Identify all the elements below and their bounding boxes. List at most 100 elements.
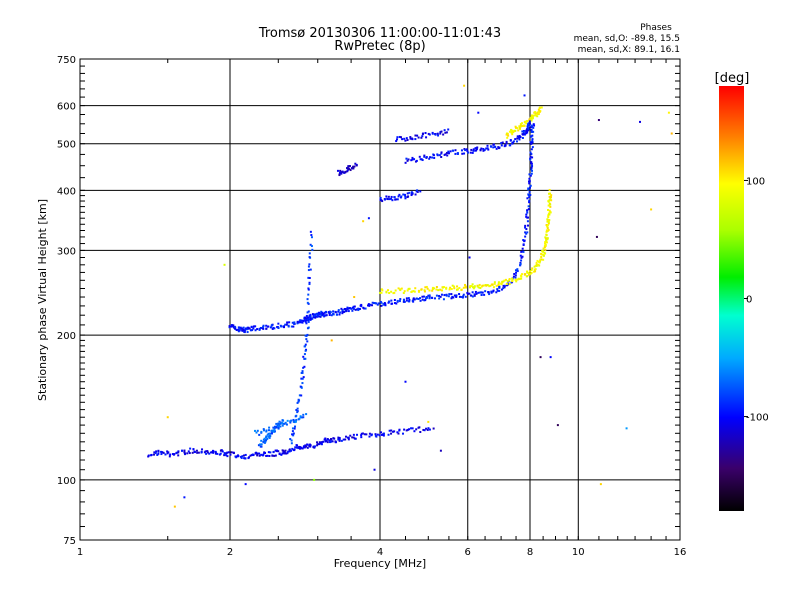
- echo-point: [166, 450, 169, 453]
- echo-point: [324, 437, 327, 440]
- echo-point: [296, 320, 299, 323]
- echo-point: [532, 123, 535, 126]
- echo-point: [440, 156, 443, 159]
- echo-point: [421, 298, 424, 301]
- echo-point: [305, 314, 308, 317]
- echo-point: [514, 129, 517, 132]
- echo-point: [299, 446, 302, 449]
- echo-point: [530, 166, 533, 169]
- echo-point: [177, 450, 180, 453]
- echo-point: [534, 270, 537, 273]
- echo-point: [458, 293, 461, 296]
- echo-point: [313, 478, 316, 481]
- echo-point: [524, 231, 527, 234]
- echo-point: [231, 325, 234, 328]
- echo-point: [189, 447, 192, 450]
- echo-point: [344, 435, 347, 438]
- echo-point: [382, 434, 385, 437]
- echo-point: [547, 229, 550, 232]
- echo-point: [262, 327, 265, 330]
- echo-point: [396, 198, 399, 201]
- echo-point: [313, 446, 316, 449]
- echo-point: [491, 283, 494, 286]
- echo-point: [534, 264, 537, 267]
- echo-point: [544, 243, 547, 246]
- echo-point: [265, 435, 268, 438]
- echo-point: [522, 243, 525, 246]
- echo-point: [308, 276, 311, 279]
- echo-point: [533, 124, 536, 127]
- echo-point: [476, 146, 479, 149]
- echo-point: [500, 144, 503, 147]
- echo-point: [295, 418, 298, 421]
- echo-point: [545, 223, 548, 226]
- echo-point: [388, 300, 391, 303]
- echo-point: [419, 297, 422, 300]
- axis-ticks: [79, 58, 681, 541]
- echo-point: [526, 128, 529, 131]
- echo-point: [529, 158, 532, 161]
- echo-point: [306, 340, 309, 343]
- echo-point: [417, 298, 420, 301]
- echo-point: [547, 219, 550, 222]
- echo-point: [201, 448, 204, 451]
- echo-point: [267, 432, 270, 435]
- echo-point: [481, 284, 484, 287]
- echo-point: [492, 143, 495, 146]
- echo-point: [473, 285, 476, 288]
- echo-point: [530, 119, 533, 122]
- echo-point: [445, 286, 448, 289]
- echo-point: [333, 437, 336, 440]
- echo-point: [153, 453, 156, 456]
- echo-point: [301, 370, 304, 373]
- echo-point: [440, 293, 443, 296]
- echo-point: [428, 294, 431, 297]
- echo-point: [339, 311, 342, 314]
- echo-point: [235, 329, 238, 332]
- echo-point: [259, 445, 262, 448]
- echo-point: [260, 443, 263, 446]
- echo-point: [215, 452, 218, 455]
- echo-point: [322, 312, 325, 315]
- echo-point: [419, 158, 422, 161]
- echo-point: [294, 420, 297, 423]
- echo-point: [267, 429, 270, 432]
- echo-point: [273, 428, 276, 431]
- echo-point: [547, 216, 550, 219]
- echo-point: [341, 170, 344, 173]
- echo-point: [521, 255, 524, 258]
- echo-point: [526, 197, 529, 200]
- echo-point: [455, 294, 458, 297]
- echo-point: [463, 152, 466, 155]
- echo-point: [304, 349, 307, 352]
- echo-point: [423, 429, 426, 432]
- echo-point: [398, 135, 401, 138]
- echo-point: [226, 455, 229, 458]
- echo-point: [542, 258, 545, 261]
- echo-point: [531, 130, 534, 133]
- echo-point: [522, 132, 525, 135]
- echo-point: [363, 307, 366, 310]
- echo-point: [168, 455, 171, 458]
- echo-point: [228, 325, 231, 328]
- echo-point: [474, 290, 477, 293]
- echo-point: [516, 137, 519, 140]
- echo-point: [400, 287, 403, 290]
- echo-point: [395, 302, 398, 305]
- echo-point: [549, 211, 552, 214]
- echo-point: [237, 455, 240, 458]
- echo-point: [545, 238, 548, 241]
- echo-point: [244, 457, 247, 460]
- echo-point: [512, 140, 515, 143]
- echo-point: [305, 319, 308, 322]
- echo-point: [315, 312, 318, 315]
- echo-point: [284, 452, 287, 455]
- echo-point: [422, 295, 425, 298]
- echo-point: [356, 308, 359, 311]
- echo-point: [378, 434, 381, 437]
- echo-point: [433, 297, 436, 300]
- echo-point: [548, 213, 551, 216]
- echo-point: [447, 152, 450, 155]
- echo-point: [373, 468, 376, 471]
- echo-point: [531, 164, 534, 167]
